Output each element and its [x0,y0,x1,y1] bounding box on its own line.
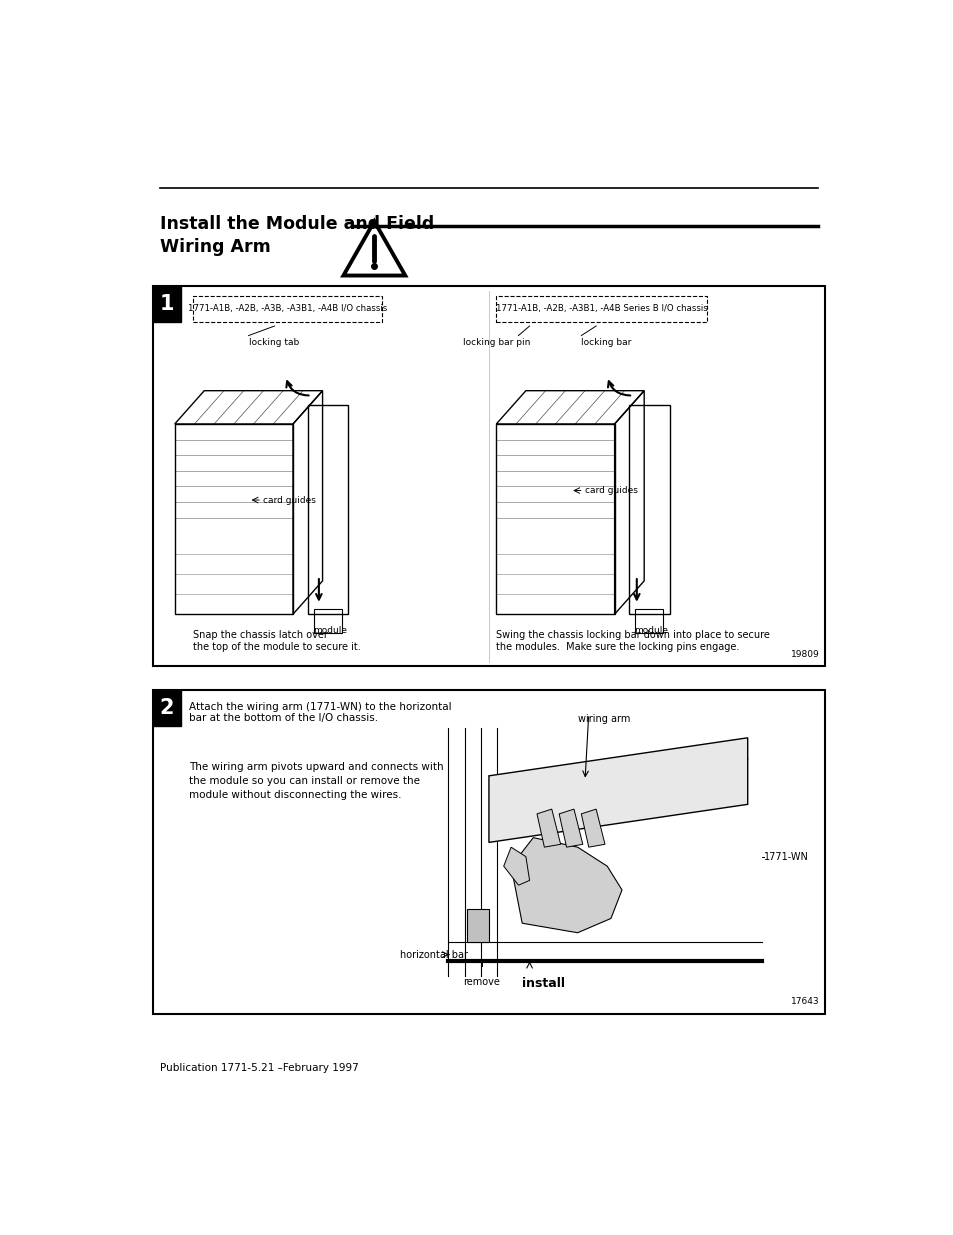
Polygon shape [580,809,604,847]
Polygon shape [511,837,621,932]
Text: locking bar pin: locking bar pin [462,338,530,347]
Text: 17643: 17643 [790,997,819,1007]
Bar [152,287,180,322]
Text: horizontal bar: horizontal bar [400,950,468,960]
Bar [314,609,341,634]
Bar [496,295,706,322]
Text: Snap the chassis latch over
the top of the module to secure it.: Snap the chassis latch over the top of t… [193,630,360,652]
Polygon shape [537,809,560,847]
Text: card guides: card guides [584,487,638,495]
Text: wiring arm: wiring arm [577,714,629,724]
Text: 1: 1 [159,294,173,314]
Text: 1771-WN: 1771-WN [763,852,808,862]
Bar [152,690,824,1014]
Bar [152,287,824,667]
Text: Publication 1771-5.21 –February 1997: Publication 1771-5.21 –February 1997 [160,1062,358,1072]
Text: install: install [521,977,564,990]
Text: 19809: 19809 [790,650,819,658]
Text: 1771-A1B, -A2B, -A3B, -A3B1, -A4B I/O chassis: 1771-A1B, -A2B, -A3B, -A3B1, -A4B I/O ch… [188,304,387,314]
Polygon shape [466,909,488,942]
Text: locking tab: locking tab [249,338,298,347]
Text: module: module [313,626,347,635]
Polygon shape [558,809,582,847]
Bar [193,295,381,322]
Text: remove: remove [462,977,499,988]
Text: 1771-A1B, -A2B, -A3B1, -A4B Series B I/O chassis: 1771-A1B, -A2B, -A3B1, -A4B Series B I/O… [496,304,707,314]
Bar [308,405,348,614]
Bar [629,405,669,614]
Text: The wiring arm pivots upward and connects with
the module so you can install or : The wiring arm pivots upward and connect… [190,762,444,799]
Text: Attach the wiring arm (1771-WN) to the horizontal
bar at the bottom of the I/O c: Attach the wiring arm (1771-WN) to the h… [190,701,452,724]
Text: Swing the chassis locking bar down into place to secure
the modules.  Make sure : Swing the chassis locking bar down into … [496,630,769,652]
Text: locking bar: locking bar [580,338,631,347]
Text: Install the Module and Field
Wiring Arm: Install the Module and Field Wiring Arm [160,215,434,257]
Text: card guides: card guides [263,495,316,505]
Text: module: module [634,626,668,635]
Bar [635,609,662,634]
Bar [152,690,180,726]
Text: 2: 2 [159,698,173,719]
Polygon shape [503,847,529,885]
Polygon shape [488,737,747,842]
